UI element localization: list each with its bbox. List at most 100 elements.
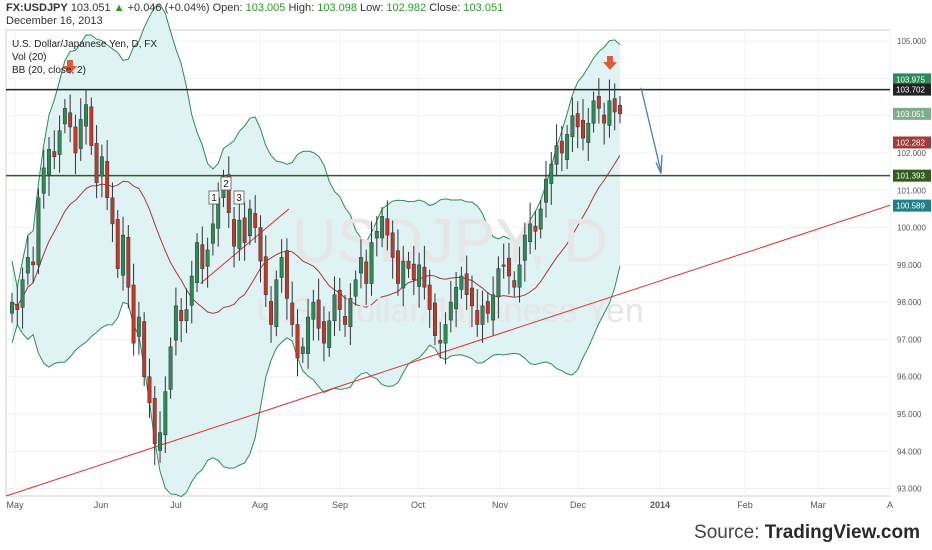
trendline-0[interactable] [5, 204, 891, 497]
candle-body[interactable] [454, 286, 459, 310]
candle-body[interactable] [512, 280, 517, 288]
candle-body[interactable] [496, 268, 501, 298]
candle-body[interactable] [358, 257, 363, 274]
candle-body[interactable] [200, 244, 205, 269]
candle-body[interactable] [459, 275, 464, 290]
candle-body[interactable] [485, 301, 490, 314]
candle-body[interactable] [380, 216, 385, 239]
candle-body[interactable] [353, 279, 358, 297]
candle-body[interactable] [544, 178, 548, 203]
candle-body[interactable] [586, 122, 591, 143]
candle-body[interactable] [427, 284, 432, 310]
candle-body[interactable] [253, 213, 258, 228]
candle-body[interactable] [491, 294, 496, 321]
candle-body[interactable] [179, 310, 184, 322]
candle-body[interactable] [581, 119, 585, 139]
candle-body[interactable] [20, 279, 25, 308]
candle-body[interactable] [31, 261, 36, 266]
candle-body[interactable] [538, 208, 543, 230]
candle-body[interactable] [343, 316, 348, 325]
candle-body[interactable] [195, 242, 199, 284]
candle-body[interactable] [173, 305, 178, 341]
legend-volume[interactable]: Vol (20) [12, 52, 47, 63]
candle-body[interactable] [528, 223, 533, 243]
candle-body[interactable] [385, 218, 390, 236]
candle-body[interactable] [316, 299, 321, 329]
candle-body[interactable] [184, 309, 189, 322]
candle-body[interactable] [10, 301, 14, 314]
candle-body[interactable] [406, 260, 411, 269]
candle-body[interactable] [618, 105, 622, 115]
down-arrow-icon[interactable] [603, 56, 617, 70]
candle-body[interactable] [411, 263, 416, 281]
wave-label-box[interactable] [233, 190, 245, 205]
candle-body[interactable] [210, 223, 215, 244]
candle-body[interactable] [242, 217, 247, 243]
candle-body[interactable] [47, 149, 51, 175]
candle-body[interactable] [115, 219, 120, 269]
candle-body[interactable] [607, 100, 612, 126]
source-brand[interactable]: TradingView.com [764, 522, 920, 543]
projection-line[interactable] [640, 87, 662, 172]
lower-band[interactable] [11, 265, 621, 498]
candle-body[interactable] [136, 316, 141, 337]
candle-body[interactable] [110, 197, 115, 225]
candle-body[interactable] [15, 304, 20, 310]
candle-body[interactable] [612, 98, 617, 113]
candle-body[interactable] [131, 284, 136, 344]
candle-body[interactable] [99, 156, 104, 177]
candle-body[interactable] [78, 119, 83, 149]
candle-body[interactable] [41, 167, 46, 194]
candle-body[interactable] [443, 324, 448, 344]
candle-body[interactable] [258, 227, 263, 262]
candle-body[interactable] [554, 145, 559, 165]
candle-body[interactable] [290, 302, 295, 325]
candle-body[interactable] [507, 257, 511, 277]
candle-body[interactable] [147, 376, 152, 404]
candle-body[interactable] [369, 242, 374, 284]
candle-body[interactable] [565, 134, 570, 160]
candle-body[interactable] [559, 140, 564, 154]
candle-body[interactable] [89, 106, 94, 146]
candle-body[interactable] [501, 264, 506, 267]
candle-body[interactable] [247, 208, 252, 237]
candle-body[interactable] [475, 310, 480, 325]
candle-body[interactable] [263, 256, 268, 295]
candle-body[interactable] [522, 234, 527, 261]
candle-body[interactable] [126, 237, 131, 288]
candle-body[interactable] [300, 346, 305, 354]
candle-body[interactable] [549, 163, 554, 184]
candle-body[interactable] [438, 339, 443, 344]
candle-body[interactable] [226, 174, 231, 213]
symbol[interactable]: FX:USDJPY [6, 2, 68, 14]
candle-body[interactable] [306, 316, 311, 354]
wave-label-box[interactable] [208, 190, 220, 205]
legend-title[interactable]: U.S. Dollar/Japanese Yen, D, FX [12, 39, 158, 50]
candle-body[interactable] [395, 250, 400, 284]
candle-body[interactable] [105, 160, 110, 199]
candle-body[interactable] [464, 273, 469, 295]
candle-body[interactable] [168, 346, 173, 390]
candle-body[interactable] [448, 301, 453, 321]
candle-body[interactable] [575, 113, 580, 128]
candle-body[interactable] [73, 126, 78, 154]
candle-body[interactable] [189, 275, 194, 306]
wave-label-box[interactable] [220, 176, 232, 191]
legend-bollinger[interactable]: BB (20, close, 2) [12, 65, 86, 76]
candle-body[interactable] [470, 287, 474, 307]
candle-body[interactable] [517, 264, 522, 288]
candle-body[interactable] [163, 391, 168, 436]
candle-body[interactable] [84, 104, 88, 127]
candle-body[interactable] [158, 432, 162, 451]
down-arrow-icon[interactable] [63, 60, 77, 74]
candle-body[interactable] [348, 298, 353, 327]
candle-body[interactable] [36, 197, 41, 266]
candle-body[interactable] [321, 321, 326, 344]
candle-body[interactable] [279, 257, 284, 278]
candle-body[interactable] [390, 232, 395, 258]
candle-body[interactable] [570, 115, 575, 137]
candle-body[interactable] [374, 231, 379, 239]
upper-band[interactable] [11, 3, 621, 288]
candle-body[interactable] [596, 96, 601, 109]
